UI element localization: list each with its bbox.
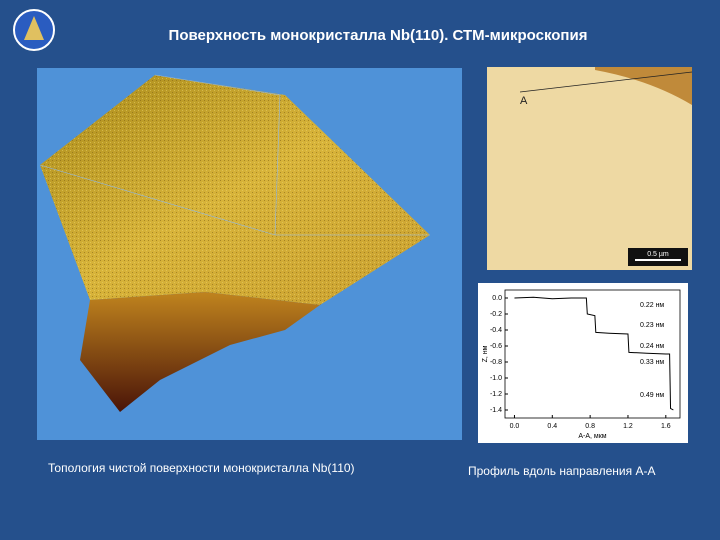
scale-bar-label: 0.5 µm [647,251,669,258]
y-tick-label: -0.4 [490,327,502,334]
step-annotation: 0.49 нм [640,392,664,399]
chart-background [478,283,688,443]
left-caption: Топология чистой поверхности монокристал… [48,461,355,475]
x-tick-label: 0.4 [547,423,557,430]
x-tick-label: 0.0 [510,423,520,430]
surface-3d-image [37,68,462,440]
x-tick-label: 1.6 [661,423,671,430]
right-caption: Профиль вдоль направления А-А [468,464,655,478]
x-tick-label: 1.2 [623,423,633,430]
step-annotation: 0.22 нм [640,302,664,309]
y-tick-label: -1.0 [490,375,502,382]
profile-chart: 0.0 -0.2 -0.4 -0.6 -0.8 -1.0 -1.2 -1.4 0.0 0.4 0.8… [482,289,681,440]
step-annotation: 0.24 нм [640,343,664,350]
y-axis-label: Z, нм [482,345,489,362]
y-tick-label: 0.0 [492,295,502,302]
y-tick-label: -1.2 [490,391,502,398]
step-annotation: 0.33 нм [640,359,664,366]
y-tick-label: -0.2 [490,311,502,318]
y-tick-label: -1.4 [490,407,502,414]
profile-line [514,296,674,411]
plot-frame [504,289,681,419]
y-tick-label: -0.8 [490,359,502,366]
stm-image: A 0.5 µm [487,67,693,270]
step-annotation: 0.23 нм [640,322,664,329]
title: Поверхность монокристалла Nb(110). СТМ-м… [169,27,588,44]
stm-marker: A [520,95,528,107]
x-tick-label: 0.8 [585,423,595,430]
y-tick-label: -0.6 [490,343,502,350]
logo [13,9,55,51]
x-axis-label: A-A, мкм [578,433,606,440]
